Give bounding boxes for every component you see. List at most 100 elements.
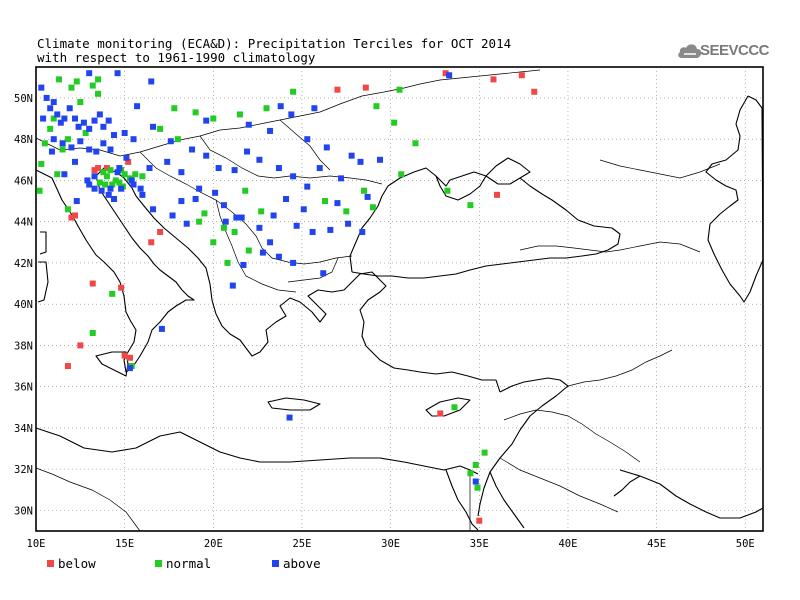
station-marker-above xyxy=(275,165,282,172)
station-marker-normal xyxy=(109,181,116,188)
station-marker-normal xyxy=(391,119,398,126)
station-marker-normal xyxy=(89,82,96,89)
station-marker-above xyxy=(283,195,290,202)
station-marker-normal xyxy=(451,404,458,411)
station-marker-above xyxy=(77,138,84,145)
y-tick-label: 30N xyxy=(14,505,33,517)
station-marker-above xyxy=(105,117,112,124)
station-marker-above xyxy=(323,144,330,151)
station-marker-above xyxy=(98,187,105,194)
station-marker-normal xyxy=(192,109,199,116)
station-marker-normal xyxy=(54,171,61,178)
station-marker-above xyxy=(111,195,118,202)
station-marker-above xyxy=(164,158,171,165)
y-tick-label: 48N xyxy=(14,134,33,146)
station-marker-above xyxy=(66,105,73,112)
station-marker-above xyxy=(38,84,45,91)
station-marker-above xyxy=(130,181,137,188)
station-marker-normal xyxy=(396,86,403,93)
station-marker-above xyxy=(169,212,176,219)
station-marker-above xyxy=(290,259,297,266)
station-marker-above xyxy=(256,224,263,231)
station-marker-normal xyxy=(236,111,243,118)
station-marker-below xyxy=(518,72,525,79)
station-marker-above xyxy=(316,165,323,172)
map-subtitle: with respect to 1961-1990 climatology xyxy=(37,50,316,65)
station-marker-below xyxy=(103,165,110,172)
station-marker-below xyxy=(437,410,444,417)
station-marker-normal xyxy=(103,173,110,180)
station-marker-below xyxy=(476,517,483,524)
station-marker-above xyxy=(348,152,355,159)
station-marker-normal xyxy=(95,76,102,83)
station-marker-above xyxy=(275,253,282,260)
station-marker-normal xyxy=(343,208,350,215)
station-marker-above xyxy=(290,173,297,180)
station-marker-normal xyxy=(201,210,208,217)
station-marker-above xyxy=(244,148,251,155)
station-marker-normal xyxy=(47,125,54,132)
latitude-labels: 50N 48N 46N 44N 42N 40N 38N 36N 34N 32N 30N xyxy=(14,93,33,517)
station-marker-normal xyxy=(263,105,270,112)
station-marker-above xyxy=(86,125,93,132)
station-marker-below xyxy=(118,284,125,291)
station-marker-above xyxy=(320,270,327,277)
station-marker-normal xyxy=(210,239,217,246)
station-marker-above xyxy=(327,226,334,233)
station-marker-below xyxy=(157,228,164,235)
y-tick-label: 50N xyxy=(14,93,33,105)
station-marker-normal xyxy=(82,129,89,136)
station-marker-above xyxy=(72,158,79,165)
station-marker-normal xyxy=(322,198,329,205)
station-marker-normal xyxy=(41,140,48,147)
station-marker-normal xyxy=(242,187,249,194)
station-marker-normal xyxy=(64,206,71,213)
station-marker-below xyxy=(494,191,501,198)
station-marker-above xyxy=(114,70,121,77)
station-marker-above xyxy=(72,115,79,122)
station-marker-above xyxy=(93,148,100,155)
station-marker-above xyxy=(91,185,98,192)
station-marker-above xyxy=(293,222,300,229)
station-marker-above xyxy=(59,140,66,147)
station-marker-normal xyxy=(64,136,71,143)
station-marker-normal xyxy=(95,90,102,97)
station-marker-above xyxy=(196,185,203,192)
station-marker-above xyxy=(130,136,137,143)
station-marker-above xyxy=(256,156,263,163)
station-marker-above xyxy=(376,156,383,163)
station-marker-above xyxy=(107,146,114,153)
station-marker-below xyxy=(121,352,128,359)
station-marker-above xyxy=(304,183,311,190)
legend-normal-label: normal xyxy=(166,556,212,571)
logo-text: SEEVCCC xyxy=(700,42,770,59)
seevccc-logo: SEEVCCC xyxy=(676,40,770,64)
station-marker-above xyxy=(86,146,93,153)
station-marker-below xyxy=(72,212,79,219)
station-marker-below xyxy=(68,214,75,221)
x-tick-label: 45E xyxy=(647,538,666,550)
station-marker-above xyxy=(222,218,229,225)
station-marker-above xyxy=(267,239,274,246)
station-marker-above xyxy=(107,185,114,192)
station-marker-normal xyxy=(77,99,84,106)
station-marker-normal xyxy=(412,140,419,147)
station-marker-above xyxy=(309,228,316,235)
station-marker-above xyxy=(68,144,75,151)
station-marker-normal xyxy=(171,105,178,112)
x-tick-label: 15E xyxy=(115,538,134,550)
station-marker-above xyxy=(300,206,307,213)
station-marker-below xyxy=(126,354,133,361)
station-marker-above xyxy=(123,154,130,161)
station-marker-above xyxy=(54,111,61,118)
station-marker-normal xyxy=(398,171,405,178)
station-marker-normal xyxy=(224,259,231,266)
station-marker-above xyxy=(189,146,196,153)
station-marker-normal xyxy=(174,136,181,143)
station-marker-above xyxy=(259,249,266,256)
station-marker-normal xyxy=(361,187,368,194)
station-marker-above xyxy=(47,105,54,112)
station-marker-above xyxy=(240,261,247,268)
station-marker-below xyxy=(64,363,71,370)
